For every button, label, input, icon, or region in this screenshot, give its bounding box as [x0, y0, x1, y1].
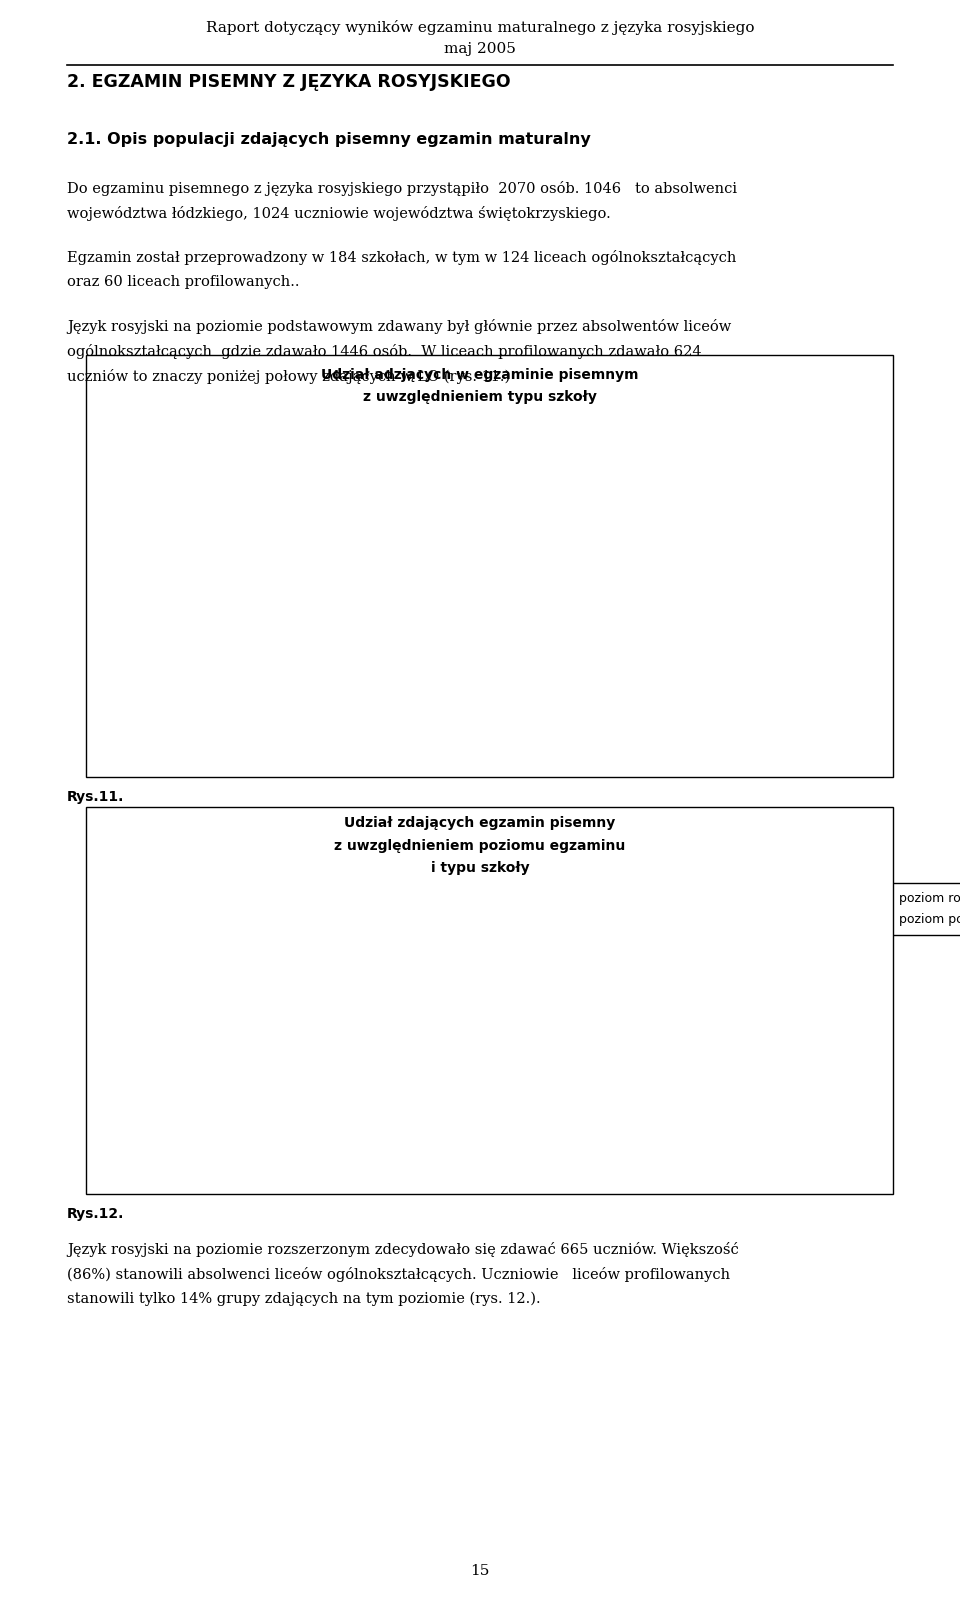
Text: Język rosyjski na poziomie rozszerzonym zdecydowało się zdawać 665 uczniów. Więk: Język rosyjski na poziomie rozszerzonym …	[67, 1242, 739, 1257]
Text: 2.1. Opis populacji zdających pisemny egzamin maturalny: 2.1. Opis populacji zdających pisemny eg…	[67, 132, 591, 147]
Text: maj 2005: maj 2005	[444, 42, 516, 56]
Text: 15: 15	[470, 1563, 490, 1578]
Text: 1446: 1446	[230, 1065, 266, 1077]
Bar	[206, 924, 290, 990]
Text: Rys.12.: Rys.12.	[67, 1207, 125, 1221]
Text: stanowili tylko 14% grupy zdających na tym poziomie (rys. 12.).: stanowili tylko 14% grupy zdających na t…	[67, 1292, 540, 1307]
Text: uczniów to znaczy poniżej połowy zdających w LO (rys. 11.): uczniów to znaczy poniżej połowy zdający…	[67, 369, 511, 384]
Text: 80: 80	[458, 1071, 475, 1086]
Text: województwa łódzkiego, 1024 uczniowie województwa świętokrzyskiego.: województwa łódzkiego, 1024 uczniowie wo…	[67, 206, 611, 221]
Text: Udział adzjących w egzaminie pisemnym: Udział adzjących w egzaminie pisemnym	[322, 368, 638, 382]
Text: Udział zdających egzamin pisemny: Udział zdających egzamin pisemny	[345, 816, 615, 831]
Text: Raport dotyczący wyników egzaminu maturalnego z języka rosyjskiego: Raport dotyczący wyników egzaminu matura…	[205, 19, 755, 35]
Text: Rys.11.: Rys.11.	[67, 790, 125, 805]
Text: z uwzględnieniem poziomu egzaminu: z uwzględnieniem poziomu egzaminu	[334, 839, 626, 853]
Legend: poziom rozszerzony, poziom podstawowy: poziom rozszerzony, poziom podstawowy	[868, 882, 960, 936]
Text: Egzamin został przeprowadzony w 184 szkołach, w tym w 124 liceach ogólnokształcą: Egzamin został przeprowadzony w 184 szko…	[67, 250, 736, 265]
Text: Język rosyjski na poziomie podstawowym zdawany był głównie przez absolwentów lic: Język rosyjski na poziomie podstawowym z…	[67, 319, 732, 334]
Text: 624: 624	[453, 1111, 480, 1124]
Bar	[425, 1082, 508, 1153]
Text: ogólnokształcących  gdzie zdawało 1446 osób.  W liceach profilowanych zdawało 62: ogólnokształcących gdzie zdawało 1446 os…	[67, 345, 702, 360]
Text: (86%) stanowili absolwenci liceów ogólnokształcących. Uczniowie   liceów profilo: (86%) stanowili absolwenci liceów ogólno…	[67, 1268, 731, 1282]
Text: 585: 585	[235, 950, 261, 963]
Wedge shape	[306, 436, 406, 581]
Text: z uwzględnieniem typu szkoły: z uwzględnieniem typu szkoły	[363, 390, 597, 405]
Text: Do egzaminu pisemnego z języka rosyjskiego przystąpiło  2070 osób. 1046   to abs: Do egzaminu pisemnego z języka rosyjskie…	[67, 181, 737, 195]
Text: 2. EGZAMIN PISEMNY Z JĘZYKA ROSYJSKIEGO: 2. EGZAMIN PISEMNY Z JĘZYKA ROSYJSKIEGO	[67, 73, 511, 90]
Wedge shape	[324, 437, 513, 636]
Text: i typu szkoły: i typu szkoły	[431, 861, 529, 876]
Legend: absolwenci liceów ogólnokształcących, absolwenci liceów profilowanych: absolwenci liceów ogólnokształcących, ab…	[227, 684, 524, 739]
Text: oraz 60 liceach profilowanych..: oraz 60 liceach profilowanych..	[67, 274, 300, 289]
Bar	[206, 990, 290, 1153]
Bar	[425, 1074, 508, 1082]
